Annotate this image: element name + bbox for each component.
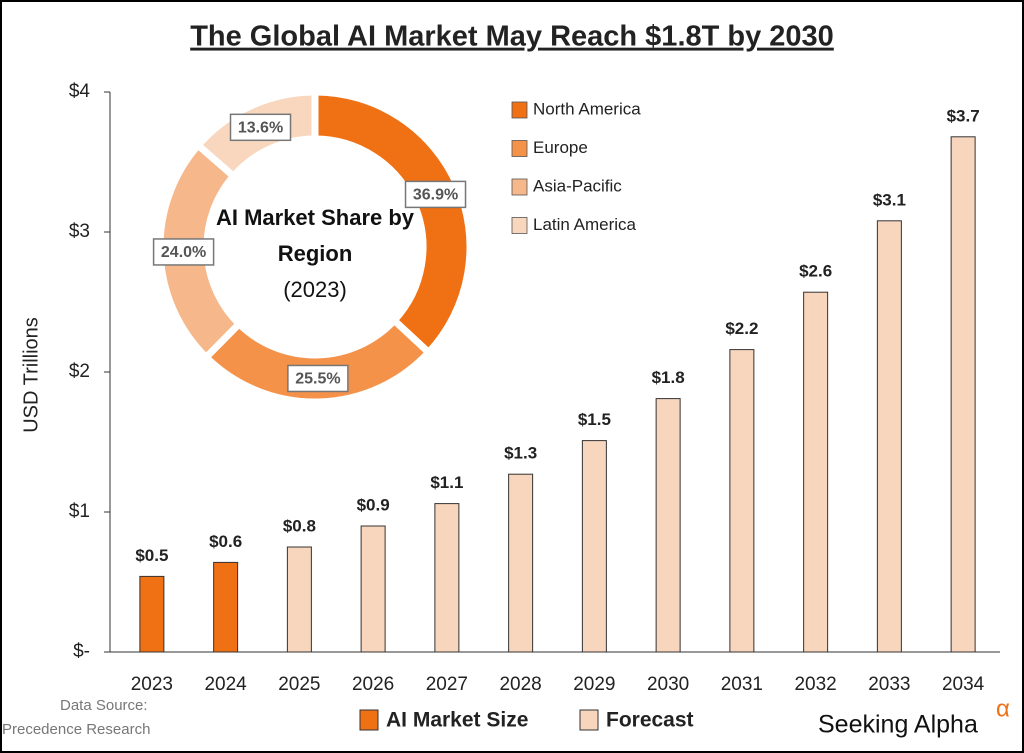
bar [950,136,976,653]
bar [655,398,681,653]
legend-swatch [511,178,528,196]
legend-label: Europe [533,138,588,157]
slice-label: 13.6% [238,120,283,137]
brand: Seeking Alpha [818,711,978,739]
x-tick-label: 2034 [942,674,985,695]
value-label: $0.9 [357,495,390,514]
y-tick-label: $3 [69,221,90,242]
value-label: $1.3 [504,444,537,463]
value-label: $0.8 [283,516,316,535]
x-tick-label: 2030 [647,674,689,695]
x-tick-label: 2029 [573,674,615,695]
value-label: $1.1 [430,473,463,492]
y-tick-label: $1 [69,501,90,522]
value-label: $2.6 [799,262,832,281]
x-tick-label: 2032 [794,674,836,695]
legend-swatch [511,217,528,234]
value-label: $2.2 [725,319,758,338]
legend-label: AI Market Size [386,709,528,732]
value-label: $0.6 [209,532,242,551]
slice-label-box [152,238,215,266]
slice-label-box [229,113,292,142]
value-label: $0.5 [135,546,168,565]
bar [213,561,239,653]
source-label: Data Source: [60,697,148,714]
bar [434,503,460,653]
y-tick-label: $2 [69,361,90,382]
y-tick-label: $4 [69,81,91,102]
bar [286,546,312,653]
brand-mark: α [996,695,1010,722]
legend-swatch [511,140,528,157]
value-label: $1.8 [652,368,685,387]
donut-slice [311,88,474,358]
slice-label-box [404,180,467,209]
source: Precedence Research [2,721,150,738]
x-tick-label: 2033 [868,674,910,695]
donut-title: AI Market Share by Region [215,205,415,266]
legend-label: Latin America [533,215,637,234]
slice-label: 36.9% [413,187,458,204]
y-axis-label: USD Trillions [20,317,42,433]
legend-label: Asia-Pacific [533,176,622,195]
bar [729,349,755,653]
slice-label: 25.5% [295,371,340,388]
x-tick-label: 2028 [499,674,541,695]
bar [581,440,607,653]
legend-swatch [511,101,528,119]
value-label: $3.1 [873,190,906,209]
value-label: $3.7 [947,106,980,125]
legend-label: Forecast [606,709,694,732]
bar [508,473,534,653]
legend-label: North America [533,99,641,118]
chart-title: The Global AI Market May Reach $1.8T by … [190,21,834,53]
value-label: $1.5 [578,410,611,429]
bar [139,575,165,653]
slice-label: 24.0% [161,244,206,261]
x-tick-label: 2023 [131,674,173,695]
bar [876,220,902,653]
legend-swatch [359,709,379,731]
legend-swatch [579,709,599,731]
x-tick-label: 2027 [426,674,468,695]
x-tick-label: 2025 [278,674,320,695]
x-tick-label: 2031 [721,674,763,695]
x-tick-label: 2026 [352,674,394,695]
bar [360,525,386,653]
slice-label-box [287,364,349,393]
donut-subtitle: (2023) [283,277,347,302]
x-tick-label: 2024 [204,674,247,695]
bar [803,291,829,653]
donut-center: AI Market Share by Region (2023) [215,200,415,308]
y-tick-label: $- [73,641,90,662]
